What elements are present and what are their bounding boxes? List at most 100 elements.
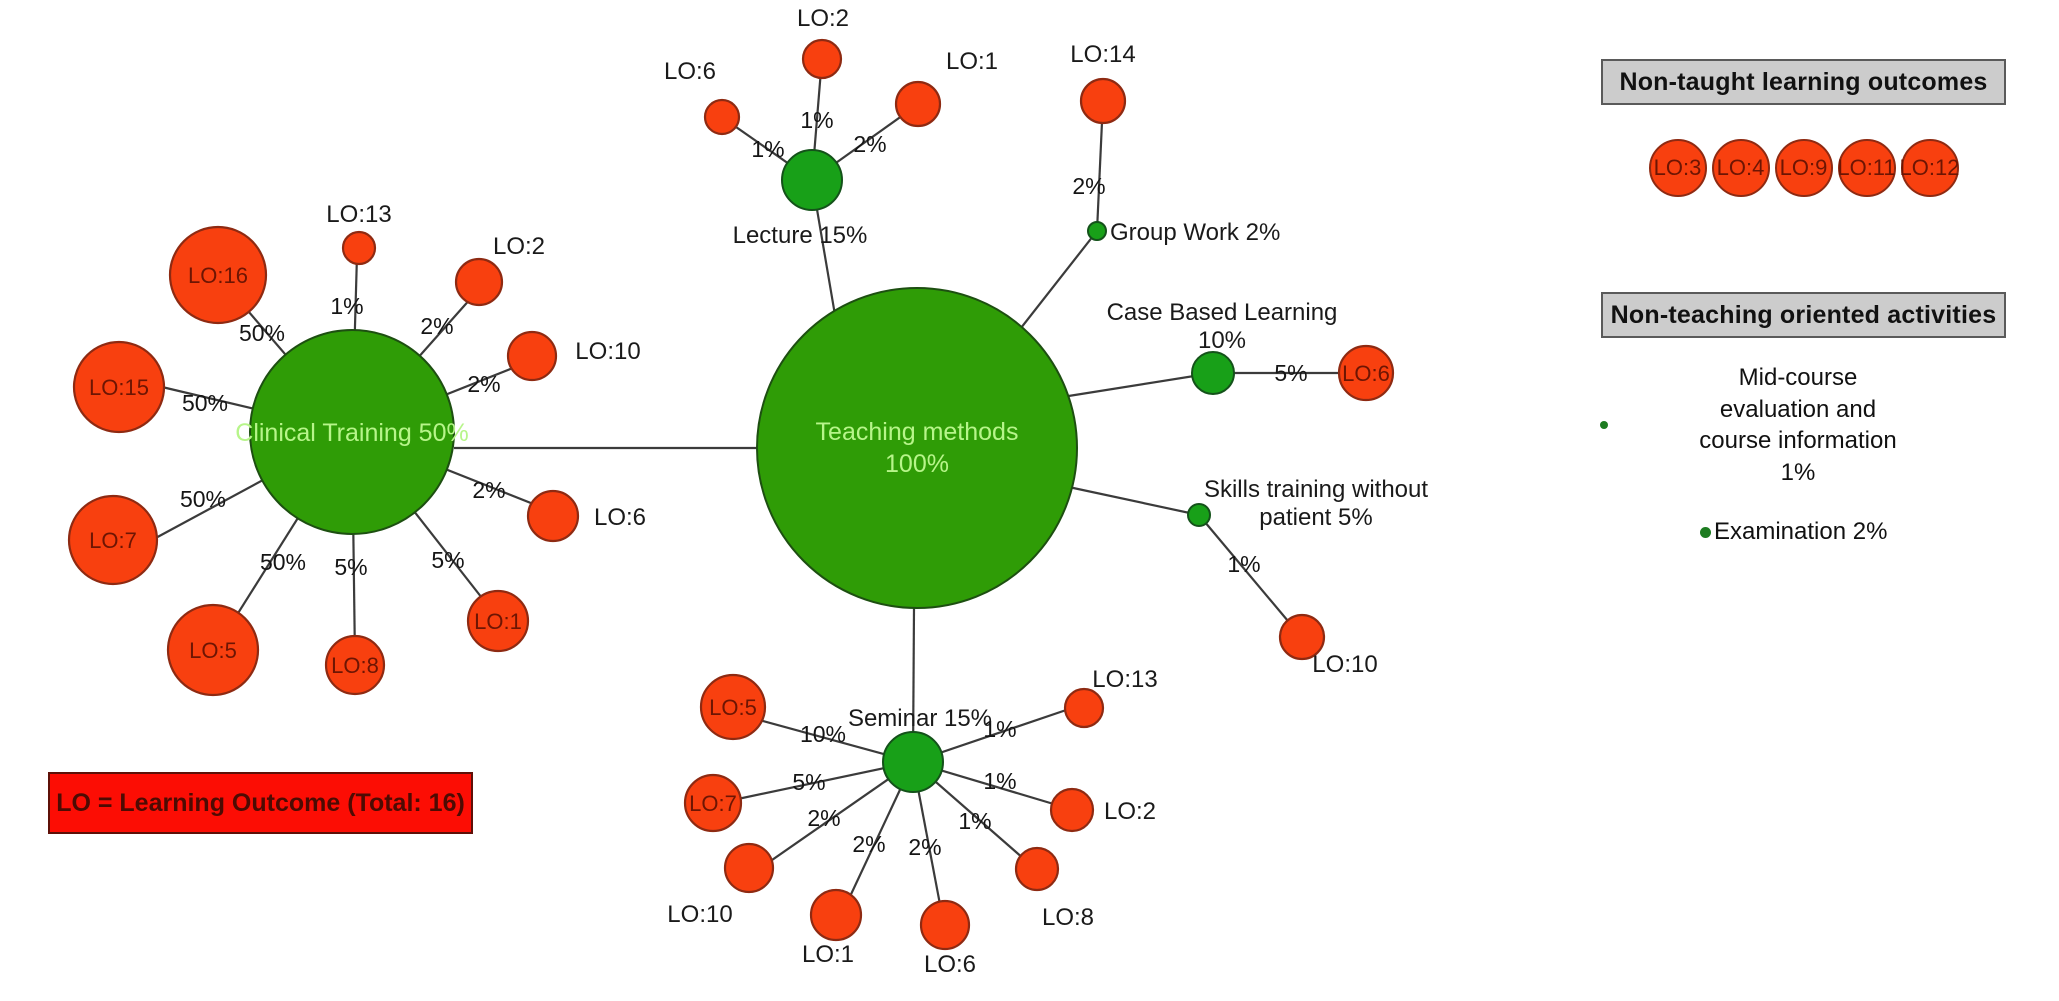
outcome-node-ct-lo10[interactable]: [506, 330, 558, 382]
method-node-lecture[interactable]: [781, 149, 843, 211]
legend-header-non-teaching: Non-teaching oriented activities: [1601, 292, 2006, 338]
outcome-node-ct-lo6[interactable]: [526, 489, 580, 543]
skills-training-cluster: LO:10 1% Skills training without patient…: [1187, 476, 1428, 678]
edge-label-cbl-lo6: 5%: [1274, 360, 1307, 386]
edge-label-ct-lo13: 1%: [330, 293, 363, 319]
legend-activity-examination: Examination 2%: [1700, 518, 1887, 546]
legend-outcome-lo12[interactable]: LO:12: [1900, 139, 1959, 197]
outcome-label-sem-lo6: LO:6: [924, 951, 976, 978]
learning-outcome-key-box: LO = Learning Outcome (Total: 16): [48, 772, 473, 834]
lecture-cluster: LO:6 LO:2 LO:1 1% 1% 2% Lecture 15%: [664, 5, 998, 249]
edge-label-ct-lo7: 50%: [180, 486, 226, 512]
outcome-node-sem-lo8[interactable]: [1014, 846, 1060, 892]
method-node-teaching-methods[interactable]: [756, 287, 1078, 609]
bullet-dot-icon: [1600, 421, 1608, 430]
edge-label-lec-lo2: 1%: [800, 107, 833, 133]
edge-gw-lo14: [1095, 121, 1104, 232]
edge-label-ct-lo6: 2%: [472, 477, 505, 503]
outcome-node-ct-lo13[interactable]: [341, 230, 377, 266]
method-label-seminar: Seminar 15%: [848, 705, 992, 732]
outcome-node-ct-lo15[interactable]: [72, 340, 166, 434]
teaching-methods-hub: Teaching methods 100%: [756, 287, 1078, 609]
edge-hub-case-based: [1055, 371, 1214, 400]
outcome-node-cbl-lo6[interactable]: [1337, 344, 1395, 402]
mid-course-line1: Mid-course: [1738, 364, 1858, 391]
method-label-lecture: Lecture 15%: [733, 222, 868, 249]
edge-label-sem-lo5: 10%: [800, 721, 846, 747]
outcome-label-sem-lo1: LO:1: [802, 941, 854, 968]
outcome-node-sem-lo2[interactable]: [1049, 787, 1095, 833]
outcome-label-ct-lo2: LO:2: [493, 233, 545, 260]
legend-activity-mid-course-text: Mid-course evaluation and course informa…: [1618, 362, 1978, 489]
group-work-cluster: LO:14 2% Group Work 2%: [1070, 41, 1280, 246]
edge-label-lec-lo1: 2%: [853, 131, 886, 157]
outcome-node-ct-lo1[interactable]: [466, 589, 530, 653]
outcome-node-lec-lo6[interactable]: [703, 98, 741, 136]
outcome-label-sem-lo5: LO:5: [709, 695, 757, 720]
seminar-cluster: LO:5 LO:7 LO:10 LO:1 LO:6 LO:8 LO:2 LO:1…: [667, 666, 1157, 978]
edge-label-ct-lo5: 50%: [260, 549, 306, 575]
edge-label-ct-lo10: 2%: [467, 371, 500, 397]
outcome-node-sk-lo10[interactable]: [1278, 613, 1326, 661]
edge-label-sem-lo1: 2%: [852, 831, 885, 857]
legend-outcome-lo4[interactable]: LO:4: [1711, 139, 1770, 197]
edge-label-ct-lo2: 2%: [420, 313, 453, 339]
edge-label-sem-lo7: 5%: [792, 769, 825, 795]
outcome-node-lec-lo1[interactable]: [894, 80, 942, 128]
method-node-seminar[interactable]: [882, 731, 944, 793]
legend-outcome-lo9[interactable]: LO:9: [1774, 139, 1833, 197]
outcome-label-lec-lo6: LO:6: [664, 58, 716, 85]
outcome-node-sem-lo5[interactable]: [699, 673, 767, 741]
clinical-training-cluster: Clinical Training 50% LO:16 LO:15 LO:7 L…: [67, 201, 646, 697]
outcome-label-sem-lo10: LO:10: [667, 901, 732, 928]
outcome-node-ct-lo16[interactable]: [168, 225, 268, 325]
edge-label-sk-lo10: 1%: [1227, 551, 1260, 577]
mid-course-line4: 1%: [1780, 459, 1816, 487]
outcome-node-sem-lo7[interactable]: [683, 773, 743, 833]
method-node-group-work[interactable]: [1087, 221, 1107, 241]
method-label-case-based-line2: 10%: [1198, 327, 1246, 354]
outcome-node-ct-lo7[interactable]: [67, 494, 159, 586]
outcome-node-sem-lo6[interactable]: [919, 899, 971, 951]
edge-label-sem-lo8: 1%: [958, 808, 991, 834]
case-based-learning-cluster: LO:6 5% Case Based Learning 10%: [1107, 299, 1395, 402]
method-node-case-based-learning[interactable]: [1191, 351, 1235, 395]
outcome-node-sem-lo13[interactable]: [1063, 687, 1105, 729]
outcome-label-ct-lo8: LO:8: [331, 653, 379, 678]
edge-label-sem-lo6: 2%: [908, 834, 941, 860]
method-label-case-based-line1: Case Based Learning: [1107, 299, 1338, 326]
hub-label-title: Teaching methods: [816, 418, 1019, 446]
edge-hub-group-work: [1009, 230, 1098, 343]
outcome-node-ct-lo8[interactable]: [324, 634, 386, 696]
method-node-clinical-training[interactable]: [249, 329, 455, 535]
legend-outcome-lo3[interactable]: LO:3: [1648, 139, 1707, 197]
edge-label-ct-lo8: 5%: [334, 554, 367, 580]
edge-label-ct-lo15: 50%: [182, 390, 228, 416]
mid-course-line3: course information: [1699, 427, 1897, 455]
method-label-skills-line1: Skills training without: [1204, 476, 1428, 503]
edge-label-lec-lo6: 1%: [751, 136, 784, 162]
outcome-node-lec-lo2[interactable]: [801, 38, 843, 80]
outcome-label-sem-lo2: LO:2: [1104, 798, 1156, 825]
method-label-skills-line2: patient 5%: [1259, 504, 1372, 531]
outcome-label-gw-lo14: LO:14: [1070, 41, 1135, 68]
outcome-node-sem-lo10[interactable]: [723, 842, 775, 894]
outcome-node-gw-lo14[interactable]: [1079, 77, 1127, 125]
edge-label-sem-lo2: 1%: [983, 768, 1016, 794]
edge-label-gw-lo14: 2%: [1072, 173, 1105, 199]
legend-header-non-taught: Non-taught learning outcomes: [1601, 59, 2006, 105]
legend-outcome-lo11[interactable]: LO:11: [1837, 139, 1896, 197]
outcome-label-ct-lo7: LO:7: [89, 528, 137, 553]
outcome-node-ct-lo5[interactable]: [166, 603, 260, 697]
bullet-dot-icon: [1700, 526, 1711, 538]
edge-label-ct-lo16: 50%: [239, 320, 285, 346]
legend-activity-mid-course: Mid-course evaluation and course informa…: [1600, 362, 2010, 489]
hub-label-percent: 100%: [885, 450, 949, 478]
method-node-skills-training[interactable]: [1187, 503, 1211, 527]
outcome-node-ct-lo2[interactable]: [454, 257, 504, 307]
edge-label-ct-lo1: 5%: [431, 547, 464, 573]
outcome-node-sem-lo1[interactable]: [809, 888, 863, 942]
outcome-label-sem-lo13: LO:13: [1092, 666, 1157, 693]
